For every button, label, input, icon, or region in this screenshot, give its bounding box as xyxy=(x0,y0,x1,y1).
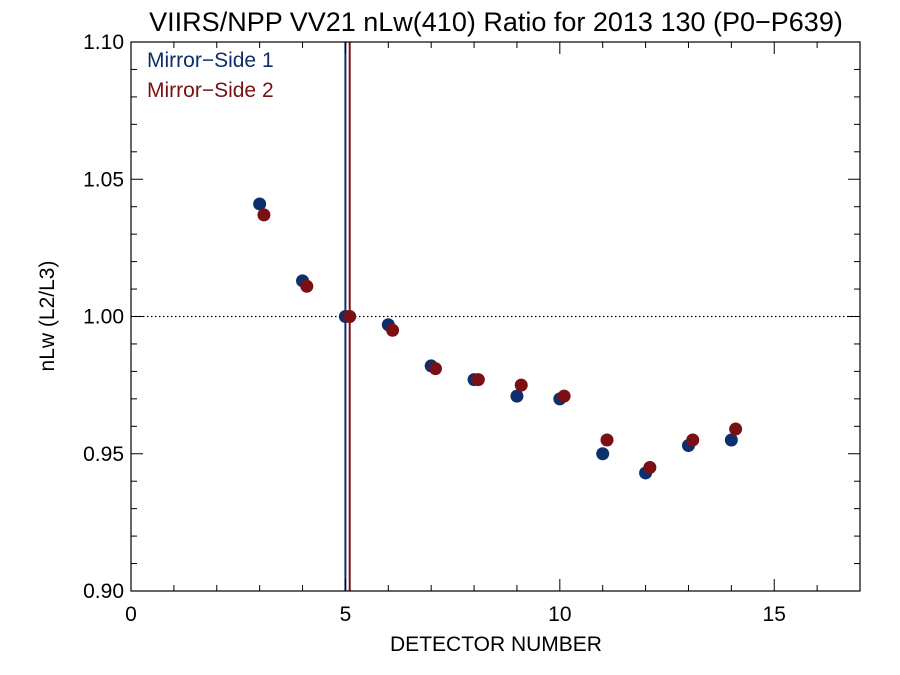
legend-entry-2: Mirror−Side 2 xyxy=(147,79,274,102)
x-tick-label: 0 xyxy=(125,603,137,626)
series-1-point xyxy=(510,389,524,403)
series-2-point xyxy=(600,433,614,447)
x-tick-label: 10 xyxy=(548,603,571,626)
series-1-point xyxy=(253,197,267,211)
y-tick-label: 1.05 xyxy=(83,168,124,191)
legend-entry-1: Mirror−Side 1 xyxy=(147,49,274,72)
x-tick-label: 5 xyxy=(340,603,352,626)
series-2-point xyxy=(686,433,700,447)
series-2-point xyxy=(514,378,528,392)
plot-frame xyxy=(130,41,861,592)
series-2-point xyxy=(300,279,314,293)
chart-title: VIIRS/NPP VV21 nLw(410) Ratio for 2013 1… xyxy=(149,7,843,37)
series-1-point xyxy=(596,447,610,461)
y-tick-label: 0.95 xyxy=(83,443,124,466)
reference-lines xyxy=(131,42,860,591)
series-2-point xyxy=(729,422,743,436)
y-tick-label: 0.90 xyxy=(83,580,124,603)
y-tick-label: 1.00 xyxy=(83,306,124,329)
y-axis-ticks: 0.90 0.95 1.00 1.05 1.10 xyxy=(83,31,860,603)
series-2-point xyxy=(557,389,571,403)
y-tick-label: 1.10 xyxy=(83,31,124,54)
x-axis-ticks: 0 5 10 15 xyxy=(125,42,818,626)
series-2-point xyxy=(471,373,485,387)
series-1-point xyxy=(724,433,738,447)
x-tick-label: 15 xyxy=(763,603,786,626)
y-axis-label: nLw (L2/L3) xyxy=(36,261,59,372)
series-2-point xyxy=(428,362,442,376)
data-points xyxy=(253,197,743,480)
series-2-point xyxy=(643,460,657,474)
legend: Mirror−Side 1 Mirror−Side 2 xyxy=(147,49,274,102)
series-2-point xyxy=(343,310,357,323)
series-2-point xyxy=(257,208,271,222)
series-2-point xyxy=(386,323,400,337)
x-axis-label: DETECTOR NUMBER xyxy=(390,633,602,656)
